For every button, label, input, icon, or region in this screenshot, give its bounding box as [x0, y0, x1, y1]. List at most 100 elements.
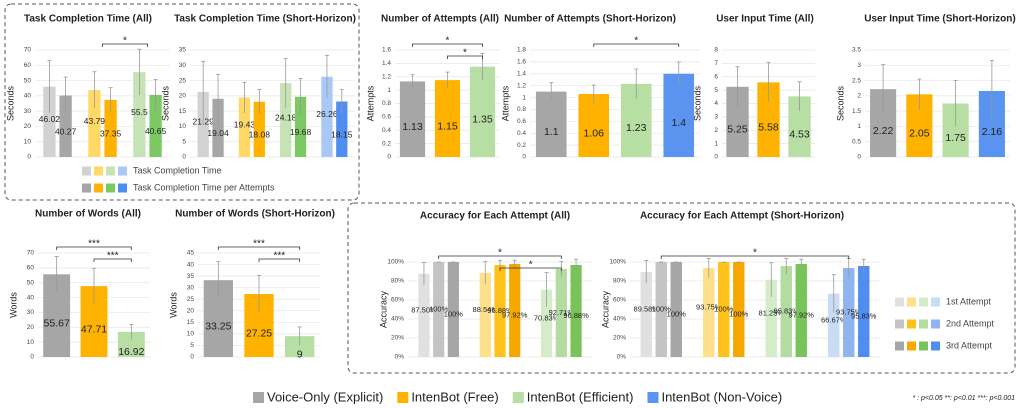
y-tick-label: 4 — [714, 100, 718, 107]
y-tick-label: 0.6 — [517, 118, 526, 125]
y-tick-label: 40% — [391, 316, 404, 323]
significance-label: *** — [253, 239, 265, 250]
bar — [570, 264, 582, 357]
y-tick-label: 20 — [187, 307, 195, 314]
y-tick-label: 1 — [387, 87, 391, 94]
y-tick-label: 30 — [24, 108, 32, 115]
bar — [294, 96, 307, 157]
y-tick-label: 2 — [714, 127, 718, 134]
y-tick-label: 1 — [857, 123, 861, 130]
legend-swatch — [82, 166, 91, 176]
y-tick-label: 40 — [24, 93, 32, 100]
y-tick-label: 2.5 — [852, 77, 861, 84]
data-label: 87.50% — [411, 305, 437, 314]
bar — [418, 273, 430, 357]
data-label: 47.71 — [81, 323, 107, 335]
y-tick-label: 0 — [857, 154, 861, 161]
y-tick-label: 50 — [27, 279, 35, 286]
bar — [336, 101, 348, 157]
significance-label: * — [634, 36, 638, 47]
group-box — [4, 3, 360, 201]
data-label: 9 — [297, 348, 303, 360]
y-tick-label: 0.5 — [852, 138, 861, 145]
legend-swatch — [907, 341, 916, 351]
data-label: 1.15 — [437, 120, 458, 132]
data-label: 19.68 — [290, 127, 312, 137]
legend-swatch — [931, 297, 940, 307]
y-tick-label: 1.2 — [517, 82, 526, 89]
chart-title: User Input Time (Short-Horizon) — [864, 14, 1015, 25]
data-label: 2.22 — [873, 125, 894, 137]
data-label: 1.23 — [626, 122, 647, 134]
y-tick-label: 0.4 — [517, 130, 526, 137]
bar — [447, 262, 459, 357]
legend-swatch — [512, 392, 524, 403]
significance-bracket — [217, 246, 301, 250]
significance-bracket — [438, 255, 562, 259]
data-label: 40.27 — [55, 126, 77, 136]
y-tick-label: 35 — [187, 273, 195, 280]
chart-title: Number of Words (Short-Horizon) — [175, 209, 335, 220]
y-tick-label: 0% — [617, 354, 627, 361]
bar — [828, 293, 840, 357]
data-label: 1.35 — [472, 114, 493, 126]
group-box — [347, 202, 1016, 374]
data-label: 100% — [444, 309, 464, 318]
bar — [280, 83, 292, 157]
significance-bracket — [499, 267, 562, 271]
legend-label: Task Completion Time — [133, 165, 222, 175]
y-tick-label: 1 — [714, 140, 718, 147]
bar — [535, 91, 567, 157]
y-tick-label: 1 — [522, 94, 526, 101]
y-tick-label: 60% — [613, 297, 626, 304]
significance-bracket — [102, 43, 148, 47]
y-tick-label: 50 — [24, 77, 32, 84]
bar — [434, 80, 461, 157]
significance-label: *** — [88, 239, 100, 250]
bar — [469, 66, 496, 157]
significance-bracket — [258, 258, 301, 262]
y-axis-label: Seconds — [835, 85, 845, 121]
y-tick-label: 20 — [27, 324, 35, 331]
data-label: 37.35 — [100, 129, 122, 139]
chart-title: Accuracy for Each Attempt (Short-Horizon… — [640, 211, 844, 222]
legend-label: Task Completion Time per Attempts — [133, 182, 275, 192]
y-tick-label: 80% — [613, 278, 626, 285]
data-label: 100% — [667, 309, 687, 318]
y-tick-label: 60 — [24, 62, 32, 69]
data-label: 95.83% — [774, 306, 800, 315]
y-axis-label: Accuracy — [600, 290, 610, 328]
bar — [399, 81, 426, 157]
y-tick-label: 40 — [27, 294, 35, 301]
y-tick-label: 2 — [857, 93, 861, 100]
y-tick-label: 20 — [179, 93, 187, 100]
bar — [757, 82, 780, 157]
data-label: 100% — [729, 309, 749, 318]
chart-title: Accuracy for Each Attempt (All) — [420, 211, 570, 222]
data-label: 93.75% — [696, 302, 722, 311]
legend-swatch — [647, 392, 659, 403]
y-tick-label: 0 — [522, 154, 526, 161]
y-tick-label: 60 — [27, 265, 35, 272]
significance-label: *** — [273, 251, 285, 262]
y-axis-label: Seconds — [5, 85, 15, 121]
y-tick-label: 15 — [187, 319, 195, 326]
legend-swatch — [931, 319, 940, 329]
data-label: 95.83% — [851, 311, 877, 320]
y-tick-label: 0.8 — [382, 100, 391, 107]
chart-title: Task Completion Time (All) — [24, 14, 152, 25]
bar — [795, 263, 807, 357]
significance-bracket — [93, 258, 132, 262]
significance-label: * — [446, 36, 450, 47]
legend-label: IntenBot (Efficient) — [527, 389, 634, 404]
y-tick-label: 3 — [714, 114, 718, 121]
y-tick-label: 0 — [30, 354, 34, 361]
significance-label: * — [529, 260, 533, 271]
y-tick-label: 5 — [190, 342, 194, 349]
significance-bracket — [447, 55, 483, 59]
data-label: 21.29 — [193, 117, 215, 127]
footnote: * : p<0.05 **: p<0.01 ***: p<0.001 — [912, 395, 1015, 402]
y-tick-label: 5 — [182, 138, 186, 145]
data-label: 97.92% — [502, 310, 528, 319]
